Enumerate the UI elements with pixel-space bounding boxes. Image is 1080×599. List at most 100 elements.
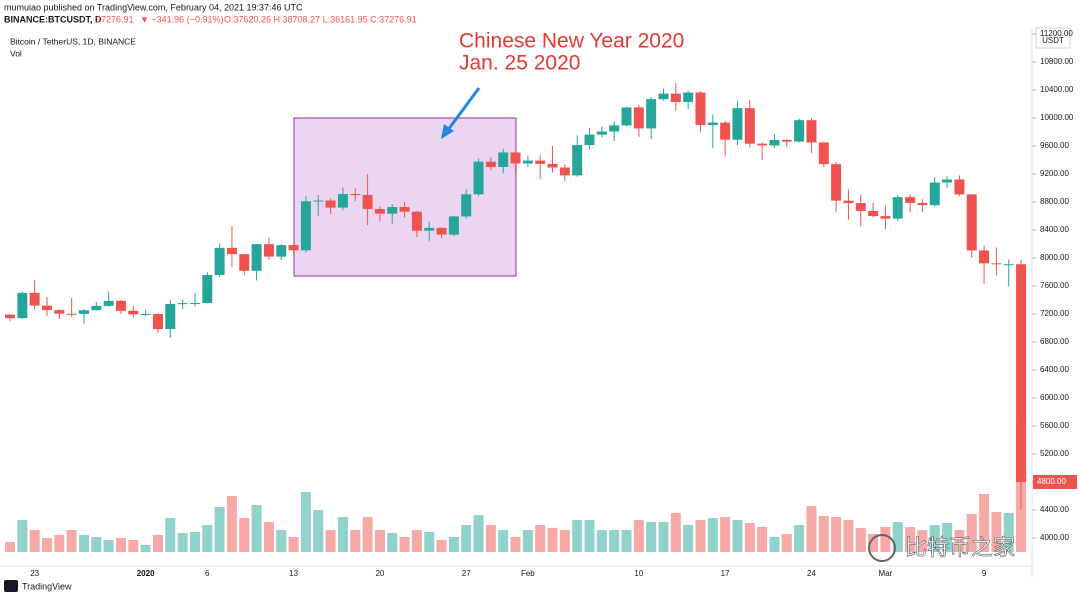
volume-bar xyxy=(165,518,176,552)
candle-body xyxy=(547,163,558,168)
volume-bar xyxy=(880,527,891,552)
volume-bar xyxy=(276,530,287,552)
volume-bar xyxy=(720,517,731,552)
volume-bar xyxy=(214,507,225,552)
volume-bar xyxy=(128,540,139,552)
candle-body xyxy=(325,200,336,208)
unit-box xyxy=(1035,27,1071,49)
y-tick-label: 6800.00 xyxy=(1040,337,1069,346)
candle-body xyxy=(115,300,126,311)
volume-bar xyxy=(954,530,965,552)
y-tick-label: 8800.00 xyxy=(1040,197,1069,206)
volume-bar xyxy=(559,530,570,552)
volume-bar xyxy=(818,516,829,552)
candle-body xyxy=(794,120,805,142)
y-tick-label: 10800.00 xyxy=(1040,57,1074,66)
y-tick-label: 7600.00 xyxy=(1040,281,1069,290)
volume-bar xyxy=(448,537,459,552)
y-tick-label: 9200.00 xyxy=(1040,169,1069,178)
candle-body xyxy=(609,125,620,132)
volume-bar xyxy=(54,535,65,552)
candle-body xyxy=(288,245,299,251)
candle-body xyxy=(806,120,817,143)
x-tick-label: 6 xyxy=(205,569,210,578)
candle-body xyxy=(979,250,990,264)
volume-bar xyxy=(239,518,250,552)
candle-body xyxy=(424,227,435,231)
y-tick-label: 5200.00 xyxy=(1040,449,1069,458)
last-price-box xyxy=(1033,474,1077,489)
volume-bar xyxy=(547,528,558,552)
candle-body xyxy=(387,207,398,214)
volume-bar xyxy=(769,537,780,552)
volume-bar xyxy=(510,537,521,552)
y-tick-label: 10000.00 xyxy=(1040,113,1074,122)
candle-body xyxy=(929,182,940,206)
candle-body xyxy=(448,216,459,235)
volume-bar xyxy=(251,505,262,552)
volume-bar xyxy=(436,540,447,552)
candle-body xyxy=(485,161,496,168)
candle-body xyxy=(399,207,410,212)
volume-bar xyxy=(374,530,385,552)
candle-body xyxy=(276,245,287,257)
y-tick-label: 10400.00 xyxy=(1040,85,1074,94)
candle-body xyxy=(226,247,237,255)
candle-body xyxy=(461,194,472,217)
candle-body xyxy=(855,203,866,211)
volume-bar xyxy=(1003,513,1014,552)
volume-bar xyxy=(929,525,940,552)
y-tick-label: 8000.00 xyxy=(1040,253,1069,262)
brand-logo xyxy=(4,580,18,592)
candle-body xyxy=(54,310,65,314)
candle-body xyxy=(313,200,324,202)
x-tick-label: 9 xyxy=(982,569,987,578)
volume-bar xyxy=(979,494,990,552)
volume-bar xyxy=(5,542,15,552)
volume-bar xyxy=(29,530,40,552)
candle-body xyxy=(202,274,213,303)
volume-bar xyxy=(177,533,188,552)
candle-body xyxy=(436,227,447,235)
candle-body xyxy=(263,244,274,257)
candle-body xyxy=(1016,264,1027,482)
brand: TradingView xyxy=(22,581,72,591)
x-tick-label: 10 xyxy=(634,569,643,578)
x-tick-label: 27 xyxy=(462,569,471,578)
candle-body xyxy=(66,313,77,315)
ohlc: O:37620.26 H:38708.27 L:36161.95 C:37276… xyxy=(224,14,417,24)
candle-body xyxy=(239,254,250,271)
candle-body xyxy=(905,197,916,203)
last-price-label: 4800.00 xyxy=(1037,477,1066,486)
candle-body xyxy=(140,313,151,315)
candle-body xyxy=(411,211,422,231)
volume-bar xyxy=(325,530,336,552)
volume-bar xyxy=(781,534,792,552)
volume-bar xyxy=(461,525,472,552)
candle-body xyxy=(177,303,188,305)
volume-bar xyxy=(646,522,657,552)
volume-bar xyxy=(843,520,854,552)
candle-body xyxy=(522,160,533,164)
volume-bar xyxy=(966,514,977,552)
volume-bar xyxy=(596,530,607,552)
highlight-box xyxy=(293,117,517,277)
volume-bar xyxy=(263,522,274,552)
volume-bar xyxy=(794,525,805,552)
candle-body xyxy=(707,122,718,126)
candle-body xyxy=(966,194,977,251)
candle-body xyxy=(818,142,829,165)
volume-bar xyxy=(399,537,410,552)
symbol: BINANCE:BTCUSDT, D xyxy=(4,14,102,24)
candle-body xyxy=(535,160,546,164)
candle-body xyxy=(954,179,965,195)
candle-body xyxy=(917,202,928,206)
volume-bar xyxy=(350,530,361,552)
volume-bar xyxy=(473,515,484,552)
candle-body xyxy=(843,200,854,204)
candle-body xyxy=(473,161,484,195)
candle-body xyxy=(732,108,743,140)
x-tick-label: Feb xyxy=(521,569,535,578)
volume-bar xyxy=(757,527,768,552)
